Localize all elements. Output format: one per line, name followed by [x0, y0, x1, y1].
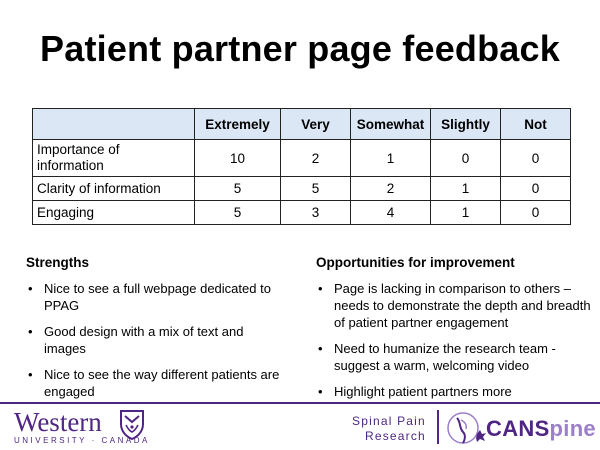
table-cell: 0 — [500, 176, 571, 201]
row-label: Importance of information — [32, 139, 195, 177]
list-item-text: Nice to see the way different patients a… — [44, 367, 280, 399]
table-header-row: Extremely Very Somewhat Slightly Not — [32, 108, 571, 140]
list-item: • Nice to see a full webpage dedicated to… — [28, 280, 288, 314]
canspine-wordmark-part2: pine — [549, 416, 596, 441]
list-item-text: Highlight patient partners more — [334, 384, 512, 399]
column-header: Very — [280, 108, 351, 140]
page-title: Patient partner page feedback — [40, 28, 560, 69]
western-university-logo: Western UNIVERSITY · CANADA — [14, 408, 150, 445]
table-cell: 0 — [500, 200, 571, 225]
table-cell: 10 — [194, 139, 281, 177]
canspine-wordmark: CANSpine — [486, 416, 596, 442]
canspine-spine-icon — [447, 412, 486, 444]
table-cell: 5 — [280, 176, 351, 201]
table-row: Engaging 5 3 4 1 0 — [32, 200, 571, 225]
table-cell: 5 — [194, 176, 281, 201]
list-item: • Need to humanize the research team - su… — [318, 340, 592, 374]
list-item-text: Good design with a mix of text and image… — [44, 324, 244, 356]
table-cell: 1 — [350, 139, 431, 177]
list-item-text: Nice to see a full webpage dedicated to … — [44, 281, 271, 313]
footer-divider — [0, 402, 600, 404]
footer-vertical-divider — [437, 410, 439, 444]
list-item-text: Need to humanize the research team - sug… — [334, 341, 556, 373]
table-row: Importance of information 10 2 1 0 0 — [32, 139, 571, 177]
opportunities-heading: Opportunities for improvement — [316, 255, 515, 270]
spinal-line-1: Spinal Pain — [352, 414, 426, 428]
list-item: • Highlight patient partners more — [318, 383, 592, 400]
feedback-table: Extremely Very Somewhat Slightly Not Imp… — [32, 108, 571, 225]
strengths-heading: Strengths — [26, 255, 90, 270]
column-header: Somewhat — [350, 108, 431, 140]
opportunities-list: • Page is lacking in comparison to others… — [316, 280, 592, 400]
spinal-line-2: Research — [364, 429, 426, 443]
bullet-icon: • — [318, 341, 323, 356]
row-label: Engaging — [32, 200, 195, 225]
western-subtitle: UNIVERSITY · CANADA — [14, 436, 150, 445]
list-item: • Nice to see the way different patients … — [28, 366, 288, 400]
opportunities-section: Opportunities for improvement • Page is l… — [316, 255, 592, 409]
list-item: • Page is lacking in comparison to others… — [318, 280, 592, 331]
strengths-list: • Nice to see a full webpage dedicated to… — [26, 280, 288, 400]
bullet-icon: • — [28, 281, 33, 296]
bullet-icon: • — [318, 281, 323, 296]
table-row: Clarity of information 5 5 2 1 0 — [32, 176, 571, 201]
crest-icon — [120, 410, 144, 440]
western-wordmark: Western — [14, 407, 102, 437]
column-header: Extremely — [194, 108, 281, 140]
table-corner-cell — [32, 108, 195, 140]
table-cell: 5 — [194, 200, 281, 225]
bullet-icon: • — [28, 367, 33, 382]
row-label: Clarity of information — [32, 176, 195, 201]
table-cell: 2 — [280, 139, 351, 177]
table-cell: 1 — [430, 200, 501, 225]
spinal-pain-research-logo: Spinal Pain Research — [352, 414, 426, 444]
table-cell: 3 — [280, 200, 351, 225]
column-header: Not — [500, 108, 571, 140]
table-cell: 4 — [350, 200, 431, 225]
canspine-wordmark-part1: CANS — [486, 416, 550, 441]
table-cell: 0 — [430, 139, 501, 177]
table-cell: 2 — [350, 176, 431, 201]
list-item: • Good design with a mix of text and imag… — [28, 323, 288, 357]
column-header: Slightly — [430, 108, 501, 140]
list-item-text: Page is lacking in comparison to others … — [334, 281, 591, 330]
bullet-icon: • — [28, 324, 33, 339]
strengths-section: Strengths • Nice to see a full webpage de… — [26, 255, 288, 409]
bullet-icon: • — [318, 384, 323, 399]
table-cell: 0 — [500, 139, 571, 177]
table-cell: 1 — [430, 176, 501, 201]
